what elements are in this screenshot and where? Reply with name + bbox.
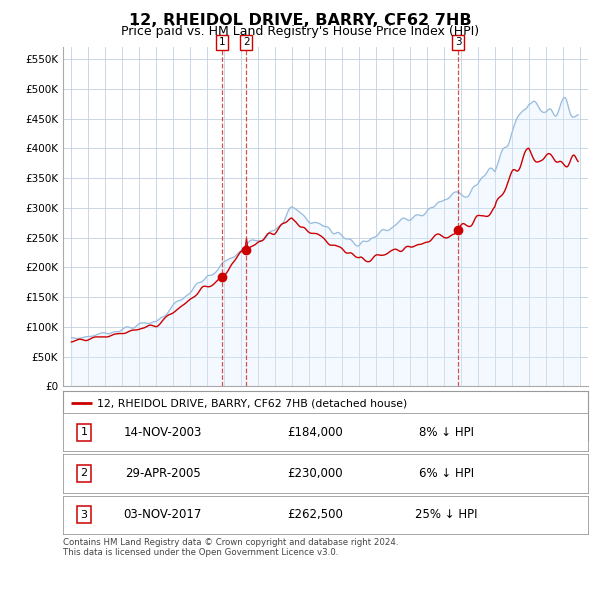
- Text: 14-NOV-2003: 14-NOV-2003: [124, 425, 202, 439]
- Text: 03-NOV-2017: 03-NOV-2017: [124, 508, 202, 522]
- Text: 12, RHEIDOL DRIVE, BARRY, CF62 7HB (detached house): 12, RHEIDOL DRIVE, BARRY, CF62 7HB (deta…: [97, 398, 407, 408]
- Text: 3: 3: [455, 37, 461, 47]
- Text: 8% ↓ HPI: 8% ↓ HPI: [419, 425, 474, 439]
- Text: 12, RHEIDOL DRIVE, BARRY, CF62 7HB: 12, RHEIDOL DRIVE, BARRY, CF62 7HB: [128, 13, 472, 28]
- Text: £230,000: £230,000: [287, 467, 343, 480]
- Text: £262,500: £262,500: [287, 508, 343, 522]
- Text: 29-APR-2005: 29-APR-2005: [125, 467, 200, 480]
- Text: Contains HM Land Registry data © Crown copyright and database right 2024.
This d: Contains HM Land Registry data © Crown c…: [63, 538, 398, 558]
- Text: HPI: Average price, detached house, Vale of Glamorgan: HPI: Average price, detached house, Vale…: [97, 422, 400, 432]
- Text: 1: 1: [218, 37, 225, 47]
- Text: 3: 3: [80, 510, 88, 520]
- Text: Price paid vs. HM Land Registry's House Price Index (HPI): Price paid vs. HM Land Registry's House …: [121, 25, 479, 38]
- Text: 6% ↓ HPI: 6% ↓ HPI: [419, 467, 474, 480]
- Text: £184,000: £184,000: [287, 425, 343, 439]
- Text: 1: 1: [80, 427, 88, 437]
- Text: 2: 2: [80, 468, 88, 478]
- Text: 2: 2: [243, 37, 250, 47]
- Text: 25% ↓ HPI: 25% ↓ HPI: [415, 508, 478, 522]
